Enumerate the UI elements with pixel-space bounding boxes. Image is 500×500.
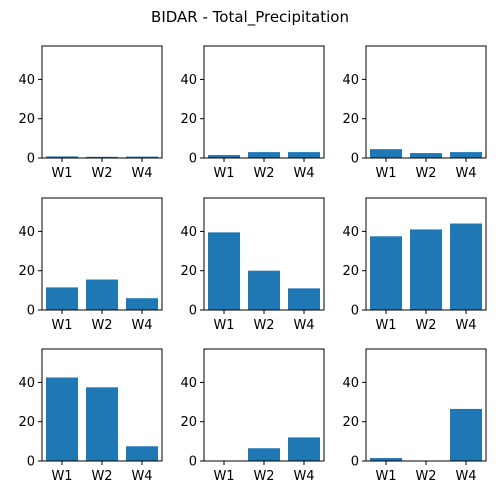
- x-tick-label: W2: [253, 469, 274, 484]
- subplot-2: 0 20 40 W1 W2 W4: [180, 45, 325, 181]
- x-tick-label: W2: [91, 166, 112, 181]
- x-tick-label: W4: [455, 469, 476, 484]
- y-tick-label: 0: [351, 455, 359, 470]
- y-tick-label: 20: [180, 264, 197, 279]
- x-tick-label: W2: [253, 166, 274, 181]
- y-tick-label: 40: [342, 225, 359, 240]
- x-tick-label: W2: [415, 318, 436, 333]
- x-tick-label: W1: [213, 166, 234, 181]
- x-tick-label: W4: [131, 469, 152, 484]
- bar-w2: [410, 153, 442, 158]
- x-tick-label: W4: [455, 166, 476, 181]
- y-tick-label: 40: [342, 73, 359, 88]
- subplot-3: 0 20 40 W1 W2 W4: [342, 45, 487, 181]
- subplot-9: 0 20 40 W1 W2 W4: [342, 348, 487, 484]
- y-tick-label: 20: [180, 415, 197, 430]
- subplot-7: 0 20 40 W1 W2 W4: [18, 348, 163, 484]
- bar-w1: [208, 232, 240, 310]
- x-tick-label: W1: [51, 166, 72, 181]
- bar-w1: [370, 149, 402, 158]
- y-tick-label: 0: [27, 304, 35, 319]
- bar-w1: [208, 155, 240, 158]
- y-tick-label: 40: [180, 376, 197, 391]
- y-tick-label: 0: [189, 455, 197, 470]
- bar-w4: [288, 152, 320, 158]
- x-tick-label: W2: [253, 318, 274, 333]
- bar-w4: [450, 408, 482, 461]
- x-tick-label: W2: [91, 469, 112, 484]
- y-tick-label: 40: [18, 376, 35, 391]
- x-tick-label: W1: [375, 166, 396, 181]
- figure-title: BIDAR - Total_Precipitation: [151, 8, 349, 27]
- subplot-4: 0 20 40 W1 W2 W4: [18, 197, 163, 333]
- subplot-1: 0 20 40 W1 W2 W4: [18, 45, 163, 181]
- bar-w4: [450, 223, 482, 310]
- bar-w4: [288, 437, 320, 461]
- axes-frame: [203, 45, 325, 159]
- y-tick-label: 20: [18, 264, 35, 279]
- bar-w2: [86, 387, 118, 461]
- x-tick-label: W4: [293, 166, 314, 181]
- x-tick-label: W4: [131, 166, 152, 181]
- bar-w2: [86, 279, 118, 310]
- axes-frame: [365, 45, 487, 159]
- y-tick-label: 40: [342, 376, 359, 391]
- bar-w2: [86, 156, 118, 158]
- y-tick-label: 20: [342, 112, 359, 127]
- bar-w4: [288, 288, 320, 310]
- bar-w1: [46, 377, 78, 461]
- y-tick-label: 20: [180, 112, 197, 127]
- bar-w4: [126, 298, 158, 310]
- x-tick-label: W1: [51, 469, 72, 484]
- x-tick-label: W1: [213, 318, 234, 333]
- x-tick-label: W2: [415, 469, 436, 484]
- subplot-grid: 0 20 40 W1 W2 W4 0 20 40 W1 W2 W4 0 20 40 W1 W2 W4 0 20 40 W1…: [18, 45, 487, 484]
- y-tick-label: 40: [180, 73, 197, 88]
- subplot-5: 0 20 40 W1 W2 W4: [180, 197, 325, 333]
- x-tick-label: W4: [455, 318, 476, 333]
- bar-w4: [126, 156, 158, 158]
- y-tick-label: 0: [189, 304, 197, 319]
- x-tick-label: W1: [213, 469, 234, 484]
- bar-w1: [370, 458, 402, 461]
- y-tick-label: 0: [351, 304, 359, 319]
- bar-w4: [126, 446, 158, 461]
- bar-w1: [46, 156, 78, 158]
- x-tick-label: W4: [293, 469, 314, 484]
- y-tick-label: 20: [18, 415, 35, 430]
- x-tick-label: W2: [91, 318, 112, 333]
- y-tick-label: 0: [351, 152, 359, 167]
- x-tick-label: W1: [375, 318, 396, 333]
- bar-w1: [46, 287, 78, 310]
- y-tick-label: 40: [18, 225, 35, 240]
- y-tick-label: 40: [180, 225, 197, 240]
- bar-w2: [248, 152, 280, 158]
- y-tick-label: 0: [189, 152, 197, 167]
- y-tick-label: 20: [18, 112, 35, 127]
- subplot-8: 0 20 40 W1 W2 W4: [180, 348, 325, 484]
- axes-frame: [41, 45, 163, 159]
- x-tick-label: W1: [51, 318, 72, 333]
- x-tick-label: W1: [375, 469, 396, 484]
- y-tick-label: 20: [342, 264, 359, 279]
- bar-w2: [248, 448, 280, 461]
- subplot-6: 0 20 40 W1 W2 W4: [342, 197, 487, 333]
- x-tick-label: W2: [415, 166, 436, 181]
- x-tick-label: W4: [293, 318, 314, 333]
- y-tick-label: 20: [342, 415, 359, 430]
- y-tick-label: 0: [27, 455, 35, 470]
- bar-w4: [450, 152, 482, 158]
- bar-w1: [370, 236, 402, 310]
- y-tick-label: 0: [27, 152, 35, 167]
- bar-w2: [248, 270, 280, 310]
- x-tick-label: W4: [131, 318, 152, 333]
- y-tick-label: 40: [18, 73, 35, 88]
- bar-w2: [410, 229, 442, 310]
